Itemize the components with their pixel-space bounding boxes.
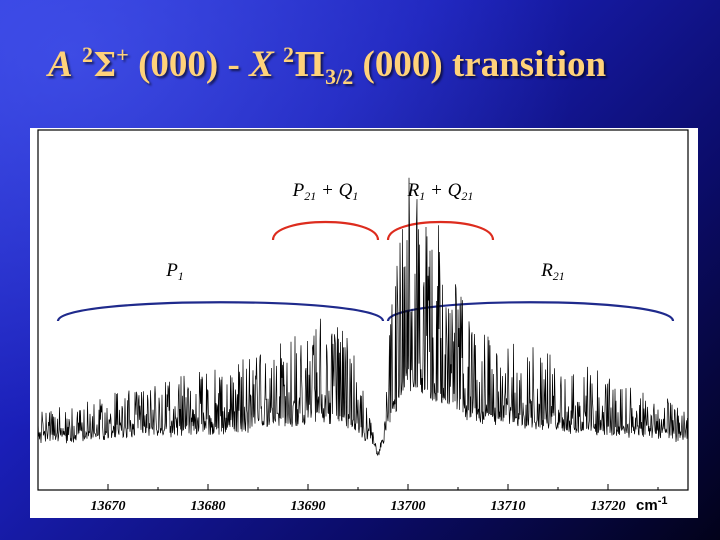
branch-label: R1 + Q21 [407, 180, 474, 203]
title-lower-omega: 3/2 [325, 64, 354, 89]
x-tick-label: 13670 [91, 499, 126, 514]
spectrum-chart: P21 + Q1 R1 + Q21 P1 R21 13670 13680 13690 137… [37, 129, 689, 514]
branch-bracket [386, 301, 675, 322]
title-lower-multiplicity: 2 [283, 42, 294, 67]
x-tick-label: 13680 [191, 499, 226, 514]
x-tick-label: 13690 [291, 499, 326, 514]
title-upper-term: A [48, 44, 73, 85]
spectrum-panel: P21 + Q1 R1 + Q21 P1 R21 13670 13680 13690 137… [30, 128, 698, 518]
branch-bracket [56, 301, 385, 322]
plot-frame [37, 129, 689, 491]
title-upper-symbol: Σ [92, 45, 117, 84]
title-upper-parity: + [116, 42, 129, 67]
spectrum-trace [37, 177, 689, 457]
title-lower-symbol: Π [294, 45, 326, 84]
branch-label: R21 [540, 260, 565, 283]
x-tick-label: 13700 [391, 499, 426, 514]
x-axis-unit: cm-1 [636, 495, 667, 514]
branch-bracket [386, 221, 495, 241]
title-upper-vib: (000) [138, 44, 219, 85]
branch-bracket [271, 221, 380, 241]
title-dash: - [227, 44, 240, 85]
title-word: transition [451, 44, 607, 85]
branch-label: P21 + Q1 [292, 180, 359, 203]
title-upper-multiplicity: 2 [81, 42, 93, 67]
title-lower-vib: (000) [362, 44, 443, 85]
x-tick-label: 13710 [491, 499, 526, 514]
branch-label: P1 [165, 260, 184, 283]
title-lower-term: X [249, 44, 274, 85]
x-tick-label: 13720 [591, 499, 626, 514]
slide-title: A 2Σ+ (000) - X 2Π3/2 (000) transition [48, 44, 607, 88]
